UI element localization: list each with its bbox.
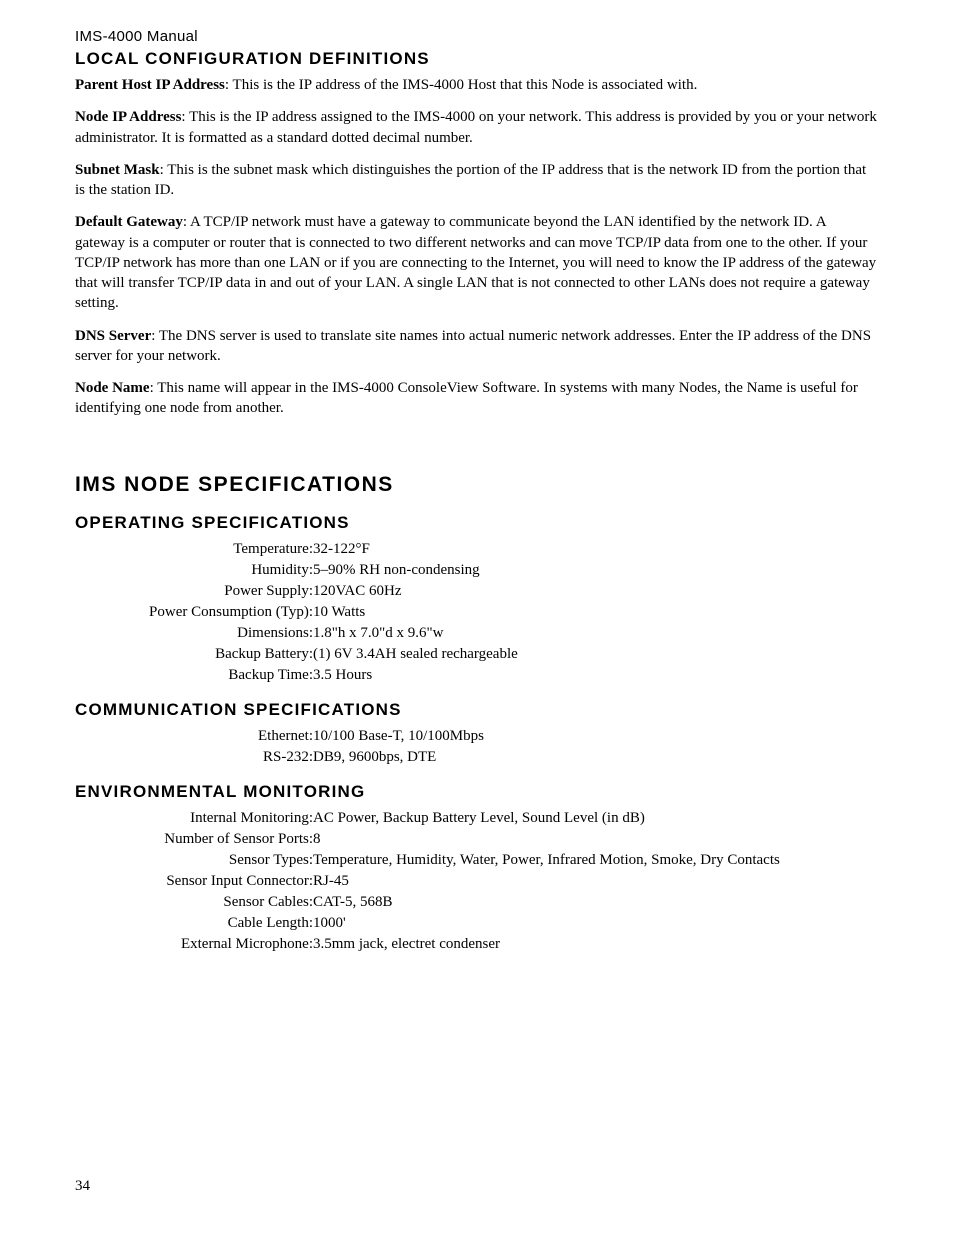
spec-row: Backup Time:3.5 Hours bbox=[85, 665, 518, 686]
spec-value: 10 Watts bbox=[313, 602, 518, 623]
definition-default-gateway: Default Gateway: A TCP/IP network must h… bbox=[75, 212, 879, 313]
spec-row: Sensor Input Connector:RJ-45 bbox=[85, 871, 780, 892]
spec-row: Number of Sensor Ports:8 bbox=[85, 829, 780, 850]
spec-value: 3.5mm jack, electret condenser bbox=[313, 934, 780, 955]
spec-row: Ethernet:10/100 Base-T, 10/100Mbps bbox=[85, 726, 484, 747]
spec-label: Number of Sensor Ports: bbox=[85, 829, 313, 850]
spec-value: 120VAC 60Hz bbox=[313, 581, 518, 602]
spec-row: Internal Monitoring:AC Power, Backup Bat… bbox=[85, 808, 780, 829]
spec-row: Power Consumption (Typ):10 Watts bbox=[85, 602, 518, 623]
spec-label: Backup Time: bbox=[85, 665, 313, 686]
spec-label: Power Supply: bbox=[85, 581, 313, 602]
section-heading-local: LOCAL CONFIGURATION DEFINITIONS bbox=[75, 49, 879, 69]
subsection-heading-communication: COMMUNICATION SPECIFICATIONS bbox=[75, 700, 879, 720]
spec-row: External Microphone:3.5mm jack, electret… bbox=[85, 934, 780, 955]
definition-text: : This is the IP address of the IMS-4000… bbox=[225, 77, 697, 93]
definition-text: : This is the IP address assigned to the… bbox=[75, 109, 877, 145]
spec-label: Humidity: bbox=[85, 560, 313, 581]
definition-term: Node IP Address bbox=[75, 109, 181, 125]
section-heading-specs: IMS NODE SPECIFICATIONS bbox=[75, 473, 879, 497]
spec-row: Dimensions:1.8"h x 7.0"d x 9.6"w bbox=[85, 623, 518, 644]
spec-row: Backup Battery:(1) 6V 3.4AH sealed recha… bbox=[85, 644, 518, 665]
communication-spec-table: Ethernet:10/100 Base-T, 10/100Mbps RS-23… bbox=[85, 726, 484, 768]
spec-value: Temperature, Humidity, Water, Power, Inf… bbox=[313, 850, 780, 871]
spec-label: External Microphone: bbox=[85, 934, 313, 955]
definition-node-name: Node Name: This name will appear in the … bbox=[75, 378, 879, 419]
environmental-spec-table: Internal Monitoring:AC Power, Backup Bat… bbox=[85, 808, 780, 955]
spec-label: Sensor Cables: bbox=[85, 892, 313, 913]
spec-label: Sensor Input Connector: bbox=[85, 871, 313, 892]
spec-label: Cable Length: bbox=[85, 913, 313, 934]
definition-text: : The DNS server is used to translate si… bbox=[75, 328, 871, 364]
spec-value: (1) 6V 3.4AH sealed rechargeable bbox=[313, 644, 518, 665]
definition-term: Default Gateway bbox=[75, 214, 183, 230]
page-container: IMS-4000 Manual LOCAL CONFIGURATION DEFI… bbox=[0, 0, 954, 1235]
spec-row: Sensor Types:Temperature, Humidity, Wate… bbox=[85, 850, 780, 871]
spec-label: Power Consumption (Typ): bbox=[85, 602, 313, 623]
spec-row: Power Supply:120VAC 60Hz bbox=[85, 581, 518, 602]
subsection-heading-environmental: ENVIRONMENTAL MONITORING bbox=[75, 782, 879, 802]
spec-value: CAT-5, 568B bbox=[313, 892, 780, 913]
definition-text: : This is the subnet mask which distingu… bbox=[75, 162, 866, 198]
page-number: 34 bbox=[75, 1178, 90, 1195]
spec-row: Humidity:5–90% RH non-condensing bbox=[85, 560, 518, 581]
spec-value: AC Power, Backup Battery Level, Sound Le… bbox=[313, 808, 780, 829]
spec-label: RS-232: bbox=[85, 747, 313, 768]
definition-parent-host-ip: Parent Host IP Address: This is the IP a… bbox=[75, 75, 879, 95]
definition-subnet-mask: Subnet Mask: This is the subnet mask whi… bbox=[75, 160, 879, 201]
definition-dns-server: DNS Server: The DNS server is used to tr… bbox=[75, 326, 879, 367]
spec-label: Dimensions: bbox=[85, 623, 313, 644]
definition-text: : A TCP/IP network must have a gateway t… bbox=[75, 214, 876, 311]
spec-row: Cable Length:1000' bbox=[85, 913, 780, 934]
manual-title: IMS-4000 Manual bbox=[75, 28, 879, 45]
spec-row: RS-232:DB9, 9600bps, DTE bbox=[85, 747, 484, 768]
spec-label: Temperature: bbox=[85, 539, 313, 560]
spec-value: 3.5 Hours bbox=[313, 665, 518, 686]
spec-row: Sensor Cables:CAT-5, 568B bbox=[85, 892, 780, 913]
definition-text: : This name will appear in the IMS-4000 … bbox=[75, 380, 858, 416]
subsection-heading-operating: OPERATING SPECIFICATIONS bbox=[75, 513, 879, 533]
spec-value: 1000' bbox=[313, 913, 780, 934]
spec-label: Ethernet: bbox=[85, 726, 313, 747]
operating-spec-table: Temperature:32-122°F Humidity:5–90% RH n… bbox=[85, 539, 518, 686]
definition-term: Subnet Mask bbox=[75, 162, 160, 178]
definition-node-ip: Node IP Address: This is the IP address … bbox=[75, 107, 879, 148]
definition-term: Node Name bbox=[75, 380, 150, 396]
spec-row: Temperature:32-122°F bbox=[85, 539, 518, 560]
spec-value: 5–90% RH non-condensing bbox=[313, 560, 518, 581]
spec-value: 10/100 Base-T, 10/100Mbps bbox=[313, 726, 484, 747]
definition-term: DNS Server bbox=[75, 328, 151, 344]
spec-value: 8 bbox=[313, 829, 780, 850]
spec-value: 32-122°F bbox=[313, 539, 518, 560]
spec-value: DB9, 9600bps, DTE bbox=[313, 747, 484, 768]
spec-value: 1.8"h x 7.0"d x 9.6"w bbox=[313, 623, 518, 644]
spec-label: Backup Battery: bbox=[85, 644, 313, 665]
definition-term: Parent Host IP Address bbox=[75, 77, 225, 93]
spec-value: RJ-45 bbox=[313, 871, 780, 892]
spec-label: Sensor Types: bbox=[85, 850, 313, 871]
spec-label: Internal Monitoring: bbox=[85, 808, 313, 829]
